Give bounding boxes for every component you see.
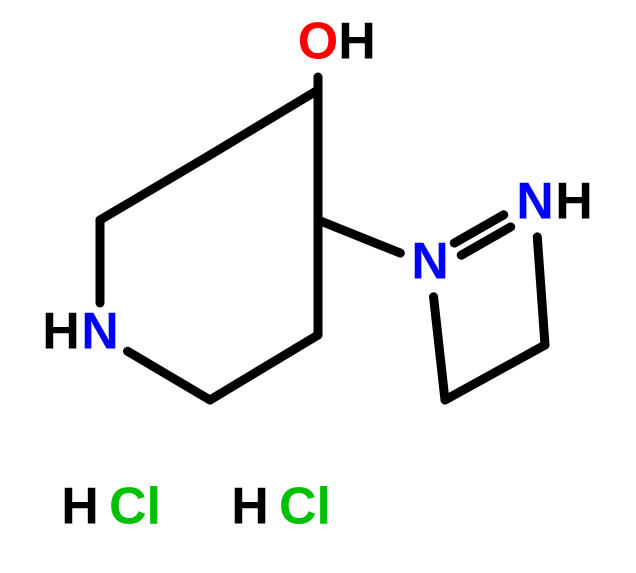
atom-label-hcl2_h: H [231,478,269,536]
atom-label-oh: OH [298,13,378,71]
atom-label-hcl1_h: H [61,478,99,536]
atom-text: N [516,173,554,231]
bond [128,351,210,400]
atom-label-n_im1: N [411,233,449,291]
atom-label-hcl2_cl: Cl [279,478,331,536]
atom-label-hcl1_cl: Cl [109,478,161,536]
atom-label-n_imh: NH [516,173,595,231]
bond [100,155,210,220]
atom-text: O [298,13,338,71]
bond [210,90,318,155]
atom-text: N [81,303,119,361]
atom-text-h: H [555,173,593,231]
bond [318,220,400,253]
atom-text-h: H [338,13,376,71]
bond [445,345,545,400]
atom-text: Cl [279,478,331,536]
bond [210,335,318,400]
bond [537,237,545,345]
bond-layer [100,77,545,400]
atom-text: Cl [109,478,161,536]
atom-text-h: H [42,303,80,361]
atom-text: H [61,478,99,536]
atom-text: H [231,478,269,536]
atom-label-n_pyr: NH [40,303,119,361]
bond [434,297,445,400]
atom-text: N [411,233,449,291]
